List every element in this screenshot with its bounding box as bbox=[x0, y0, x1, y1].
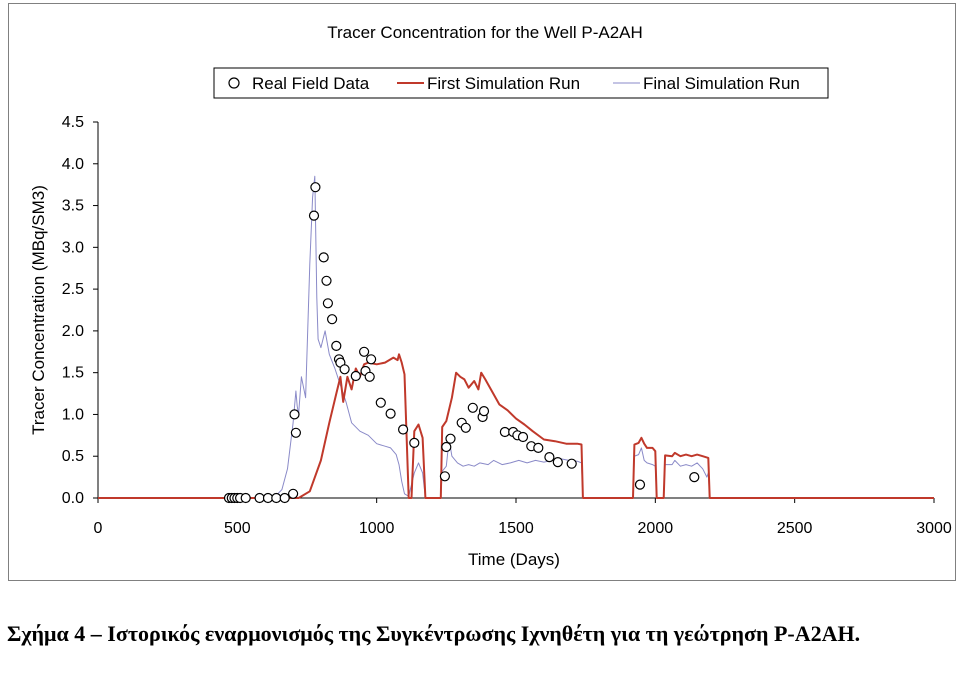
data-point-real-field-data bbox=[310, 182, 321, 193]
legend-marker-real-field-data bbox=[228, 77, 240, 89]
series-layer bbox=[98, 175, 934, 504]
data-point-real-field-data bbox=[544, 452, 555, 463]
y-tick-label: 1.0 bbox=[62, 406, 84, 423]
data-point-real-field-data bbox=[254, 492, 265, 504]
x-tick-label: 2500 bbox=[777, 520, 813, 537]
data-point-real-field-data bbox=[271, 492, 282, 504]
data-point-real-field-data bbox=[366, 354, 377, 365]
data-point-real-field-data bbox=[385, 408, 396, 419]
data-point-real-field-data bbox=[364, 371, 375, 382]
legend-label-first-simulation-run: First Simulation Run bbox=[427, 74, 580, 93]
data-point-real-field-data bbox=[279, 492, 290, 504]
chart-frame: Tracer Concentration for the Well P-A2AH… bbox=[8, 3, 956, 581]
data-point-real-field-data bbox=[350, 370, 361, 382]
x-tick-label: 1000 bbox=[359, 520, 395, 537]
chart-title: Tracer Concentration for the Well P-A2AH bbox=[327, 23, 643, 42]
y-axis-title: Tracer Concentration (MBq/SM3) bbox=[29, 185, 48, 435]
data-point-real-field-data bbox=[339, 364, 350, 375]
y-tick-label: 0.5 bbox=[62, 448, 84, 465]
data-point-real-field-data bbox=[375, 397, 386, 408]
y-tick-label: 3.0 bbox=[62, 239, 84, 256]
data-point-real-field-data bbox=[290, 427, 301, 438]
data-point-real-field-data bbox=[409, 437, 420, 448]
series-line-first-simulation-run bbox=[98, 353, 934, 499]
data-point-real-field-data bbox=[552, 457, 563, 468]
data-point-real-field-data bbox=[262, 492, 274, 504]
data-point-real-field-data bbox=[288, 488, 299, 499]
x-tick-label: 3000 bbox=[916, 520, 952, 537]
legend-box bbox=[213, 67, 829, 99]
x-tick-label: 500 bbox=[224, 520, 251, 537]
legend-label-final-simulation-run: Final Simulation Run bbox=[643, 74, 800, 93]
data-point-real-field-data bbox=[445, 433, 456, 444]
legend: Real Field Data First Simulation Run Fin… bbox=[213, 67, 829, 99]
x-tick-label: 2000 bbox=[638, 520, 674, 537]
data-point-real-field-data bbox=[327, 314, 338, 325]
y-tick-label: 2.0 bbox=[62, 323, 84, 340]
data-point-real-field-data bbox=[634, 479, 646, 490]
data-point-real-field-data bbox=[689, 472, 700, 483]
y-tick-label: 4.5 bbox=[62, 114, 84, 131]
data-point-real-field-data bbox=[499, 426, 510, 438]
y-tick-label: 0.0 bbox=[62, 490, 84, 507]
data-point-real-field-data bbox=[398, 424, 409, 435]
data-point-real-field-data bbox=[322, 298, 333, 309]
data-point-real-field-data bbox=[240, 492, 251, 504]
y-tick-label: 3.5 bbox=[62, 198, 84, 215]
data-point-real-field-data bbox=[331, 340, 342, 351]
data-point-real-field-data bbox=[318, 252, 329, 263]
data-point-real-field-data bbox=[359, 346, 370, 357]
x-tick-label: 0 bbox=[94, 520, 103, 537]
x-tick-label: 1500 bbox=[498, 520, 534, 537]
data-point-real-field-data bbox=[566, 458, 577, 469]
x-axis-title: Time (Days) bbox=[468, 550, 560, 569]
figure-caption: Σχήμα 4 – Ιστορικός εναρμονισμός της Συγ… bbox=[7, 621, 861, 646]
data-point-real-field-data bbox=[289, 409, 300, 420]
legend-label-real-field-data: Real Field Data bbox=[252, 74, 370, 93]
y-tick-label: 1.5 bbox=[62, 365, 84, 382]
y-tick-label: 4.0 bbox=[62, 156, 84, 173]
data-point-real-field-data bbox=[460, 422, 471, 433]
data-point-real-field-data bbox=[517, 431, 529, 443]
y-tick-label: 2.5 bbox=[62, 281, 84, 298]
data-point-real-field-data bbox=[533, 442, 544, 453]
data-point-real-field-data bbox=[321, 275, 332, 286]
chart-svg: Tracer Concentration for the Well P-A2AH… bbox=[29, 23, 952, 569]
data-point-real-field-data bbox=[467, 402, 478, 413]
series-line-final-simulation-run bbox=[98, 175, 934, 499]
data-point-real-field-data bbox=[441, 441, 452, 453]
data-point-real-field-data bbox=[478, 406, 490, 417]
data-point-real-field-data bbox=[308, 210, 320, 221]
axes: 0.0 0.5 1.0 1.5 2.0 2.5 3.0 3.5 4.0 4.5 0 500 1000 15… bbox=[62, 114, 952, 537]
data-point-real-field-data bbox=[439, 471, 450, 482]
